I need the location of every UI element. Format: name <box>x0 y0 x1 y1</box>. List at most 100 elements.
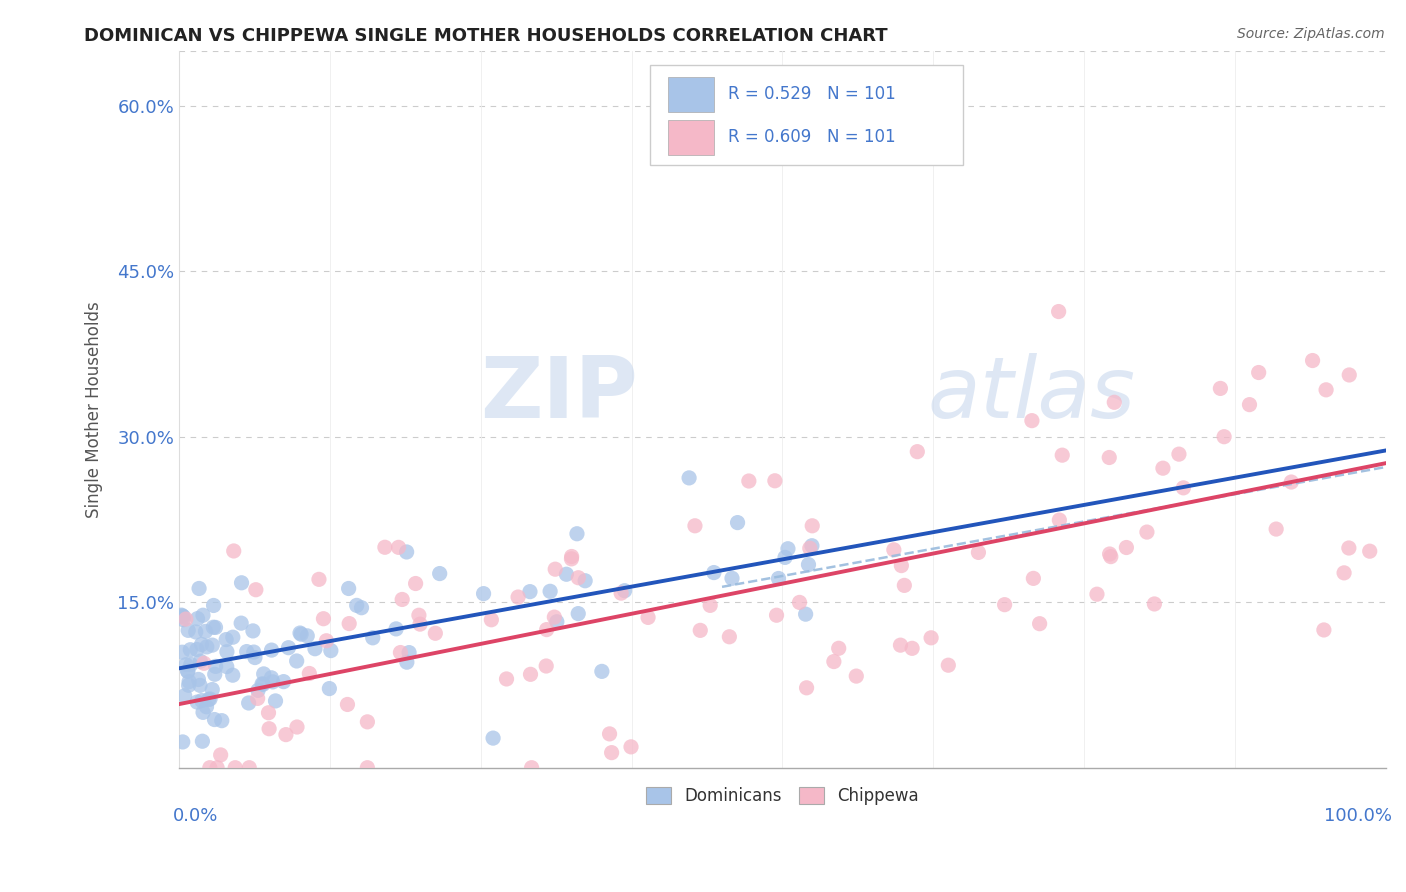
Point <box>1022 571 1045 585</box>
Point <box>177 678 200 692</box>
Point <box>172 609 194 624</box>
Point <box>389 646 412 660</box>
Point <box>247 683 270 698</box>
Point <box>191 608 214 623</box>
Point <box>1099 549 1122 564</box>
Point <box>425 626 447 640</box>
FancyBboxPatch shape <box>668 78 714 112</box>
Point <box>174 612 197 626</box>
Point <box>197 692 219 706</box>
Point <box>763 474 786 488</box>
Point <box>1333 566 1355 580</box>
Point <box>495 672 517 686</box>
Point <box>172 645 194 659</box>
Point <box>727 516 749 530</box>
Point <box>336 698 359 712</box>
Point <box>1279 475 1302 489</box>
Point <box>794 607 817 622</box>
Point <box>1104 395 1126 409</box>
Point <box>204 620 226 634</box>
Point <box>901 641 924 656</box>
Y-axis label: Single Mother Households: Single Mother Households <box>86 301 103 517</box>
Point <box>395 655 418 669</box>
Point <box>257 722 280 736</box>
Point <box>180 657 202 672</box>
Point <box>179 674 201 689</box>
Point <box>356 714 378 729</box>
Point <box>242 624 264 638</box>
Point <box>796 681 818 695</box>
Point <box>1302 353 1324 368</box>
Text: 100.0%: 100.0% <box>1323 807 1392 825</box>
Point <box>337 616 360 631</box>
Point <box>567 571 589 585</box>
Text: atlas: atlas <box>927 353 1135 436</box>
Point <box>190 638 212 652</box>
Point <box>312 612 335 626</box>
Text: 0.0%: 0.0% <box>173 807 218 825</box>
Point <box>198 761 221 775</box>
Point <box>177 624 200 638</box>
Point <box>967 545 990 559</box>
Point <box>190 693 212 707</box>
Point <box>191 706 214 720</box>
Point <box>678 471 700 485</box>
Point <box>315 633 337 648</box>
Point <box>801 518 824 533</box>
Point <box>994 598 1017 612</box>
Point <box>245 582 267 597</box>
Point <box>398 646 420 660</box>
Point <box>277 640 299 655</box>
Point <box>186 612 208 626</box>
Point <box>893 578 915 592</box>
Point <box>637 610 659 624</box>
Point <box>252 677 274 691</box>
Point <box>243 650 266 665</box>
Point <box>536 623 558 637</box>
Point <box>204 713 226 727</box>
Point <box>429 566 451 581</box>
Point <box>222 668 245 682</box>
Point <box>699 599 721 613</box>
Text: R = 0.609   N = 101: R = 0.609 N = 101 <box>728 128 896 145</box>
Point <box>519 584 541 599</box>
Text: Source: ZipAtlas.com: Source: ZipAtlas.com <box>1237 27 1385 41</box>
Point <box>721 571 744 585</box>
Point <box>201 638 224 652</box>
Point <box>561 549 583 564</box>
Point <box>356 761 378 775</box>
Point <box>1265 522 1288 536</box>
Point <box>689 624 711 638</box>
Point <box>346 599 368 613</box>
Point <box>350 600 373 615</box>
Point <box>235 644 257 658</box>
Point <box>205 761 228 775</box>
Point <box>195 699 218 714</box>
Point <box>800 539 823 553</box>
Point <box>405 576 427 591</box>
Point <box>1337 541 1360 555</box>
Point <box>620 739 643 754</box>
Point <box>574 574 596 588</box>
FancyBboxPatch shape <box>668 120 714 154</box>
Point <box>238 761 260 775</box>
Point <box>828 641 851 656</box>
Point <box>186 642 208 657</box>
Point <box>600 746 623 760</box>
Point <box>204 667 226 681</box>
Point <box>298 666 321 681</box>
Point <box>288 626 311 640</box>
Point <box>1313 623 1336 637</box>
Point <box>188 582 211 596</box>
Point <box>187 673 209 687</box>
Point <box>211 714 233 728</box>
Point <box>683 518 706 533</box>
Point <box>215 632 238 647</box>
Point <box>318 681 340 696</box>
Point <box>222 630 245 644</box>
Point <box>409 617 432 632</box>
Text: ZIP: ZIP <box>479 353 637 436</box>
Point <box>215 659 238 673</box>
Point <box>273 674 295 689</box>
Point <box>387 541 409 555</box>
